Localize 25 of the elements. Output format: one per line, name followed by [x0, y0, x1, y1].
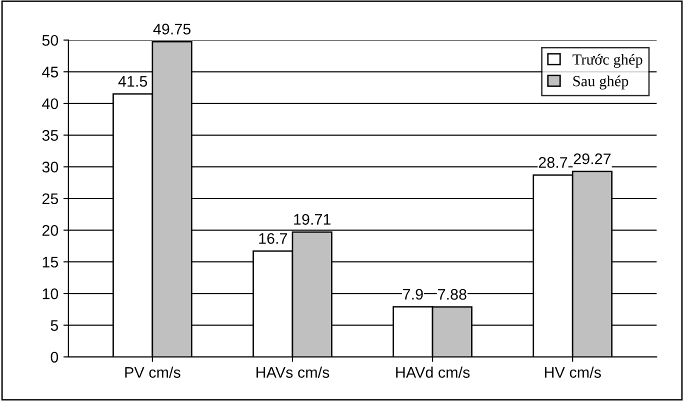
- data-label: 19.71: [294, 214, 330, 225]
- data-label: 16.7: [259, 233, 287, 244]
- data-label: 7.88: [438, 288, 466, 300]
- y-tick-label: 40: [42, 98, 58, 110]
- legend-label: Sau ghép: [573, 76, 628, 90]
- data-label: 29.27: [574, 153, 611, 164]
- y-tick-label: 20: [42, 225, 58, 236]
- x-tick-label: HAVd cm/s: [396, 366, 470, 378]
- legend-label: Trước ghép: [572, 54, 642, 68]
- data-label: 7.9: [403, 288, 423, 300]
- data-label: 41.5: [118, 76, 148, 87]
- y-tick-label: 50: [42, 34, 58, 46]
- y-tick-label: 25: [42, 193, 58, 204]
- y-tick-label: 45: [42, 66, 58, 78]
- x-tick-label: PV cm/s: [125, 366, 180, 378]
- y-tick-label: 35: [42, 130, 58, 141]
- data-label: 49.75: [153, 24, 191, 34]
- y-tick-label: 0: [50, 352, 58, 363]
- x-tick-label: HV cm/s: [545, 366, 601, 378]
- data-label: 28.7: [538, 157, 568, 168]
- y-tick-label: 10: [42, 288, 58, 300]
- y-tick-label: 5: [50, 320, 58, 331]
- x-tick-label: HAVs cm/s: [256, 366, 330, 378]
- y-tick-label: 30: [42, 162, 58, 172]
- y-tick-label: 15: [42, 256, 58, 268]
